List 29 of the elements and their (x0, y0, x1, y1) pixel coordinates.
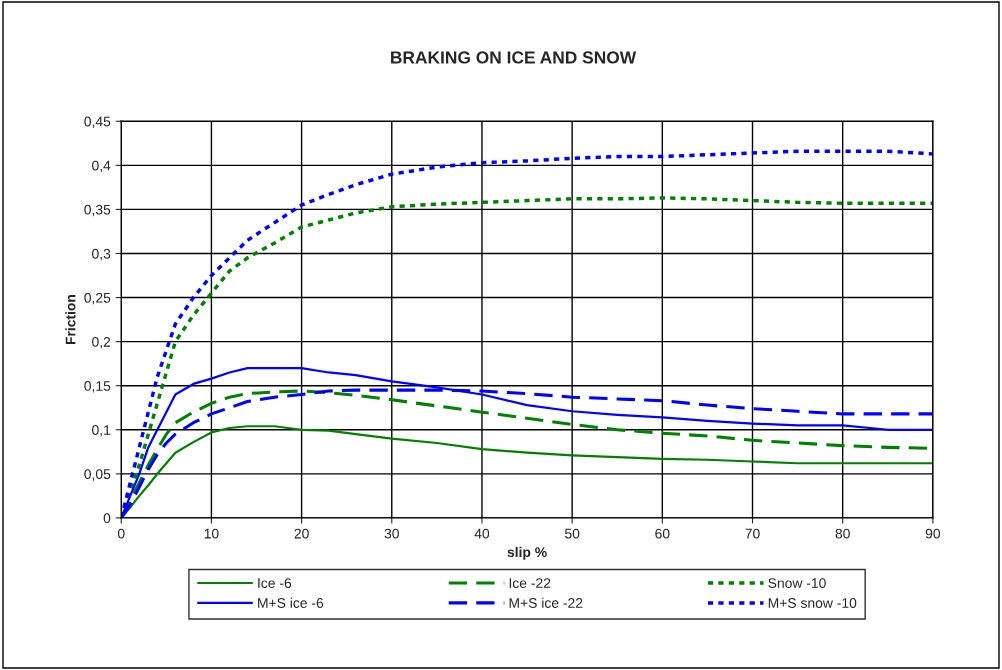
x-tick-label: 30 (384, 528, 399, 539)
legend-label: M+S snow -10 (768, 598, 857, 608)
x-tick-label: 40 (474, 528, 490, 539)
x-tick-label: 10 (204, 528, 219, 539)
x-axis-title: slip % (507, 546, 547, 560)
x-tick-label: 50 (564, 528, 580, 539)
legend-label: M+S ice -6 (258, 597, 324, 608)
y-tick-label: 0,25 (84, 292, 111, 305)
legend-label: Ice -6 (258, 578, 292, 589)
x-tick-label: 90 (925, 528, 941, 539)
legend-label: Snow -10 (768, 578, 826, 589)
x-tick-label: 0 (117, 528, 125, 539)
x-tick-label: 60 (655, 528, 670, 539)
y-tick-label: 0,15 (84, 381, 111, 393)
y-axis-title: Friction (65, 294, 76, 345)
chart-title: BRAKING ON ICE AND SNOW (391, 51, 637, 64)
y-tick-label: 0,45 (84, 116, 111, 129)
y-tick-label: 0 (103, 513, 111, 524)
x-tick-label: 20 (294, 528, 309, 539)
y-tick-label: 0,3 (92, 248, 111, 261)
x-tick-label: 80 (835, 528, 850, 539)
x-tick-label: 70 (745, 528, 760, 539)
y-tick-label: 0,05 (84, 469, 111, 481)
y-tick-label: 0,1 (92, 425, 111, 437)
y-tick-label: 0,35 (84, 204, 111, 217)
legend-label: M+S ice -22 (509, 597, 583, 608)
y-tick-label: 0,2 (92, 336, 111, 349)
legend-label: Ice -22 (509, 578, 551, 589)
y-tick-label: 0,4 (92, 160, 111, 173)
